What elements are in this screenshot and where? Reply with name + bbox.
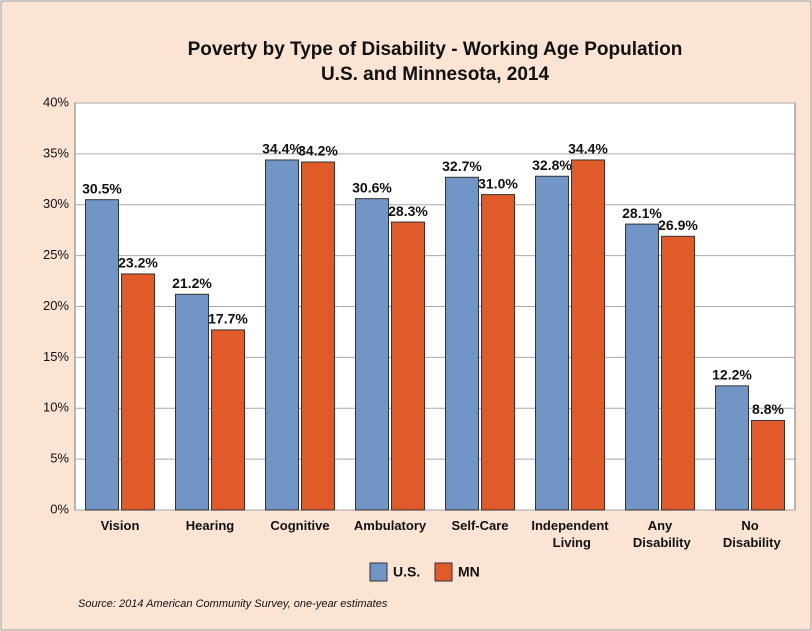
y-tick-label: 0% <box>50 501 69 516</box>
x-tick-label: Any Disability <box>629 518 691 550</box>
x-tick-label: Ambulatory <box>354 518 427 533</box>
x-tick-label: Vision <box>101 518 140 533</box>
x-tick-label: Independent Living <box>531 518 609 550</box>
bar <box>715 385 749 511</box>
data-label: 28.3% <box>388 203 428 219</box>
bar <box>661 235 695 511</box>
legend-swatch <box>369 562 388 582</box>
data-label: 21.2% <box>172 275 212 291</box>
y-tick-label: 35% <box>43 145 69 160</box>
y-tick-label: 40% <box>43 94 69 109</box>
source-note: Source: 2014 American Community Survey, … <box>78 598 388 610</box>
y-tick-label: 10% <box>43 400 69 415</box>
legend-label: U.S. <box>393 564 420 580</box>
data-label: 34.4% <box>262 141 302 157</box>
chart-subtitle: U.S. and Minnesota, 2014 <box>321 64 549 85</box>
data-label: 23.2% <box>118 255 158 271</box>
data-label: 32.8% <box>532 157 572 173</box>
data-label: 8.8% <box>752 401 784 417</box>
legend-swatch <box>434 562 453 582</box>
x-tick-label: Hearing <box>186 518 234 533</box>
data-label: 32.7% <box>442 158 482 174</box>
legend-label: MN <box>458 564 480 580</box>
bar <box>355 198 389 511</box>
data-label: 28.1% <box>622 205 662 221</box>
bar <box>121 273 155 511</box>
y-tick-label: 30% <box>43 196 69 211</box>
bar <box>625 223 659 511</box>
data-label: 30.6% <box>352 179 392 195</box>
bar <box>751 419 785 511</box>
bar <box>535 175 569 511</box>
data-label: 12.2% <box>712 367 752 383</box>
data-label: 30.5% <box>82 180 122 196</box>
bar <box>175 293 209 511</box>
data-label: 17.7% <box>208 311 248 327</box>
bar <box>571 159 605 511</box>
chart-title: Poverty by Type of Disability - Working … <box>188 39 683 60</box>
x-tick-label: Cognitive <box>270 518 329 533</box>
y-tick-label: 25% <box>43 247 69 262</box>
data-label: 31.0% <box>478 175 518 191</box>
data-label: 26.9% <box>658 217 698 233</box>
data-label: 34.2% <box>298 143 338 159</box>
bar <box>301 161 335 511</box>
data-label: 34.4% <box>568 141 608 157</box>
y-tick-label: 5% <box>50 451 69 466</box>
y-tick-label: 20% <box>43 298 69 313</box>
bar <box>481 194 515 511</box>
bar <box>445 176 479 511</box>
bar <box>265 159 299 511</box>
x-tick-label: No Disability <box>719 518 781 550</box>
x-tick-label: Self-Care <box>451 518 508 533</box>
y-tick-label: 15% <box>43 349 69 364</box>
bar <box>391 221 425 511</box>
bar <box>211 329 245 511</box>
bar <box>85 199 119 511</box>
